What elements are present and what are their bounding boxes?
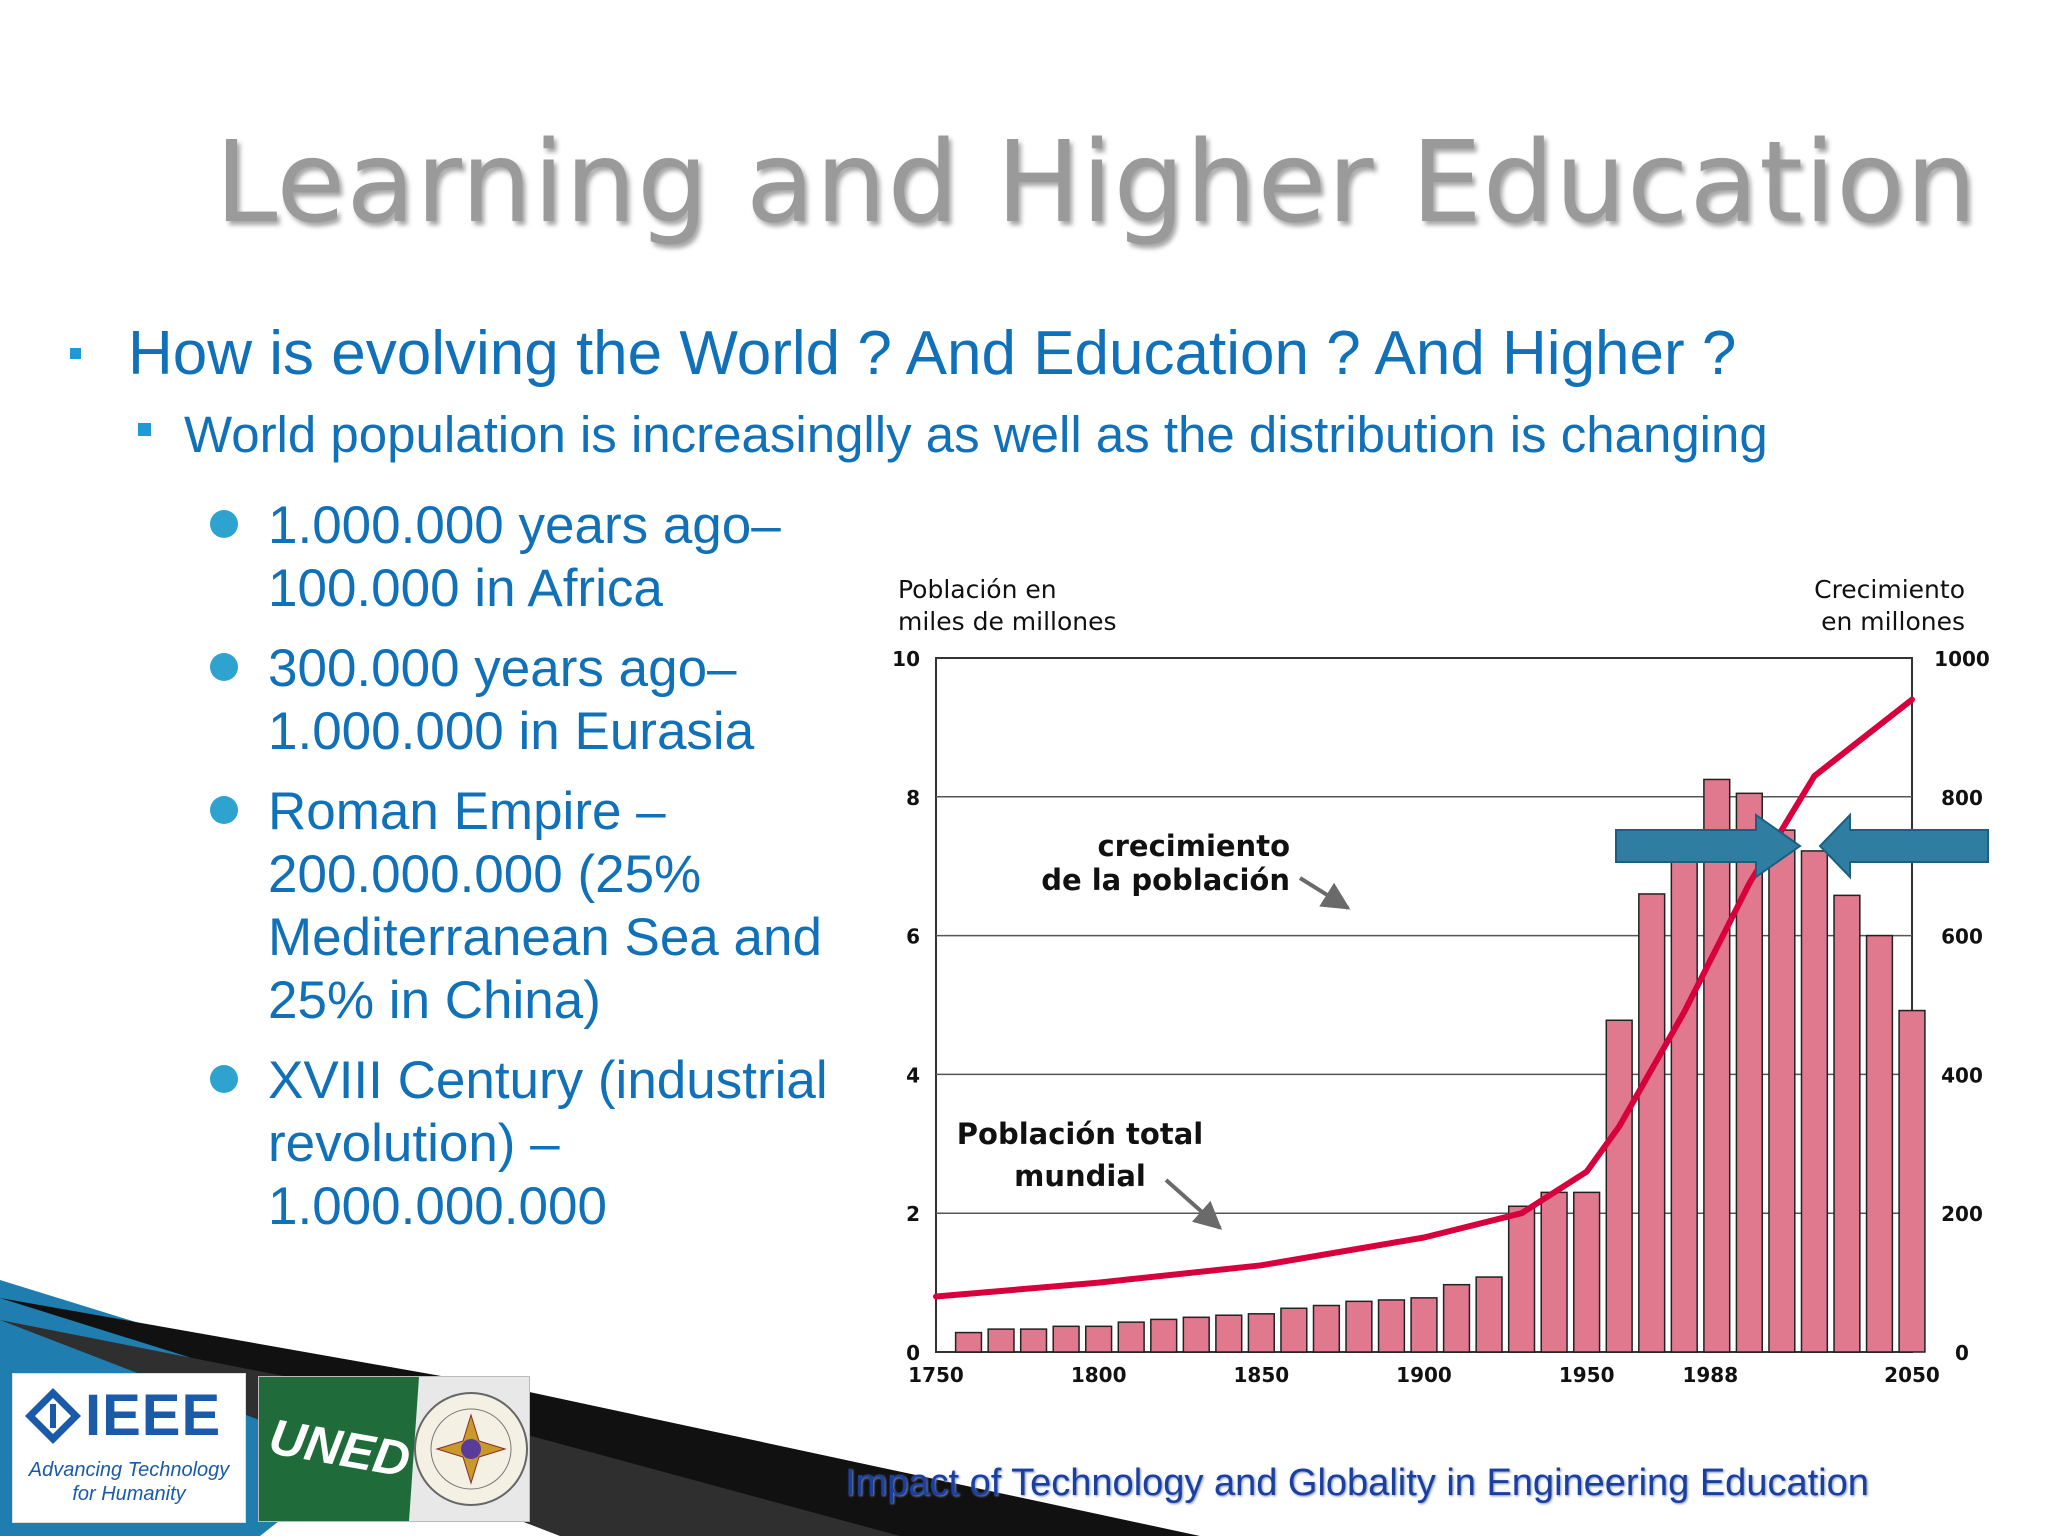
growth-bar bbox=[1442, 1283, 1471, 1353]
growth-annotation: crecimiento bbox=[1097, 829, 1290, 863]
bullet-level2-text: World population is increasinglly as wel… bbox=[184, 406, 1768, 463]
right-pointing-arrow-icon bbox=[1615, 813, 1802, 879]
growth-bar bbox=[1507, 1205, 1536, 1353]
right-axis-title: Crecimiento bbox=[1814, 575, 1965, 604]
ieee-wordmark: IEEE bbox=[85, 1383, 222, 1448]
growth-bar bbox=[1573, 1191, 1601, 1353]
growth-bar bbox=[1540, 1191, 1568, 1353]
left-axis-title: Población en bbox=[898, 575, 1057, 604]
growth-bar bbox=[1280, 1307, 1308, 1353]
population-chart: 0 2 4 6 8 10 0 200 400 600 800 1000 1750 1800 1850 1900… bbox=[892, 575, 1990, 1387]
list-item-text: Roman Empire – 200.000.000 (25% Mediterr… bbox=[268, 782, 822, 1030]
x-tick-label: 1800 bbox=[1071, 1363, 1127, 1387]
ieee-logo: IEEE Advancing Technology for Humanity bbox=[12, 1373, 246, 1523]
growth-bar bbox=[1768, 829, 1796, 1353]
round-bullet-icon bbox=[210, 510, 238, 538]
growth-bar bbox=[1247, 1313, 1275, 1353]
growth-bar bbox=[1670, 834, 1698, 1353]
growth-bar bbox=[1898, 1009, 1926, 1353]
right-tick-label: 800 bbox=[1941, 786, 1983, 810]
x-tick-label: 1950 bbox=[1559, 1363, 1615, 1387]
round-bullet-icon bbox=[210, 1065, 238, 1093]
footer-text: Impact of Technology and Globality in En… bbox=[845, 1462, 1869, 1504]
growth-bar bbox=[1475, 1276, 1503, 1353]
growth-bar bbox=[954, 1331, 983, 1353]
round-bullet-icon bbox=[210, 653, 238, 681]
right-tick-label: 1000 bbox=[1934, 647, 1990, 671]
right-tick-label: 0 bbox=[1955, 1341, 1969, 1365]
x-tick-label: 1750 bbox=[908, 1363, 964, 1387]
slide-title: Learning and Higher Education bbox=[215, 118, 1978, 248]
uned-logo: UNED bbox=[258, 1376, 530, 1522]
right-tick-label: 200 bbox=[1941, 1202, 1983, 1226]
left-tick-label: 10 bbox=[892, 647, 920, 671]
x-tick-label: 2050 bbox=[1884, 1363, 1940, 1387]
growth-bar bbox=[1345, 1300, 1373, 1353]
growth-annotation: de la población bbox=[1041, 863, 1290, 897]
growth-bar bbox=[1703, 778, 1731, 1353]
list-item: Roman Empire – 200.000.000 (25% Mediterr… bbox=[210, 780, 850, 1032]
growth-bar bbox=[1182, 1316, 1210, 1353]
growth-bar bbox=[1410, 1297, 1438, 1353]
list-item-text: XVIII Century (industrial revolution) – … bbox=[268, 1051, 828, 1236]
growth-bar bbox=[1377, 1299, 1406, 1353]
left-tick-label: 4 bbox=[906, 1063, 920, 1087]
growth-bar bbox=[1019, 1328, 1048, 1353]
x-tick-label: 1850 bbox=[1233, 1363, 1289, 1387]
list-item: 1.000.000 years ago– 100.000 in Africa bbox=[210, 494, 850, 620]
growth-bar bbox=[1052, 1325, 1080, 1353]
plot-area bbox=[935, 657, 1913, 1353]
ieee-diamond-icon bbox=[25, 1388, 81, 1444]
right-tick-label: 600 bbox=[1941, 925, 1983, 949]
square-bullet-icon bbox=[70, 348, 81, 359]
ieee-tagline: Advancing Technology bbox=[28, 1459, 230, 1481]
left-axis-title: miles de millones bbox=[898, 607, 1117, 636]
left-tick-label: 6 bbox=[906, 925, 920, 949]
right-axis-title: en millones bbox=[1821, 607, 1965, 636]
list-item: XVIII Century (industrial revolution) – … bbox=[210, 1049, 850, 1238]
population-annotation: Población total bbox=[957, 1117, 1203, 1151]
bullet-list: 1.000.000 years ago– 100.000 in Africa 3… bbox=[210, 494, 850, 1255]
bullet-level1-text: How is evolving the World ? And Educatio… bbox=[128, 319, 1737, 388]
left-tick-label: 0 bbox=[906, 1341, 920, 1365]
growth-bar bbox=[1085, 1325, 1113, 1353]
population-annotation: mundial bbox=[1014, 1159, 1146, 1193]
list-item-text: 1.000.000 years ago– 100.000 in Africa bbox=[268, 496, 781, 618]
list-item: 300.000 years ago– 1.000.000 in Eurasia bbox=[210, 637, 850, 763]
growth-bar bbox=[1638, 893, 1666, 1353]
right-tick-label: 400 bbox=[1941, 1063, 1983, 1087]
left-pointing-arrow-icon bbox=[1818, 812, 1989, 880]
growth-bar bbox=[1150, 1318, 1178, 1353]
round-bullet-icon bbox=[210, 796, 238, 824]
ieee-tagline: for Humanity bbox=[72, 1483, 186, 1505]
left-tick-label: 8 bbox=[906, 786, 920, 810]
growth-bar bbox=[1312, 1304, 1341, 1353]
growth-bar bbox=[987, 1328, 1015, 1353]
growth-bar bbox=[1215, 1314, 1243, 1353]
list-item-text: 300.000 years ago– 1.000.000 in Eurasia bbox=[268, 639, 755, 761]
uned-seal-icon: UNED bbox=[259, 1377, 528, 1521]
growth-bar bbox=[1605, 1019, 1633, 1353]
growth-bar bbox=[1117, 1321, 1145, 1353]
left-tick-label: 2 bbox=[906, 1202, 920, 1226]
growth-bar bbox=[1800, 850, 1829, 1353]
square-bullet-icon bbox=[138, 423, 151, 436]
growth-bar bbox=[1833, 894, 1861, 1353]
population-annotation-arrow bbox=[1164, 1178, 1223, 1230]
x-tick-label: 1988 bbox=[1682, 1363, 1738, 1387]
growth-annotation-arrow bbox=[1298, 876, 1351, 910]
growth-bar bbox=[1735, 792, 1763, 1353]
x-tick-label: 1900 bbox=[1396, 1363, 1452, 1387]
growth-bar bbox=[1865, 934, 1894, 1353]
